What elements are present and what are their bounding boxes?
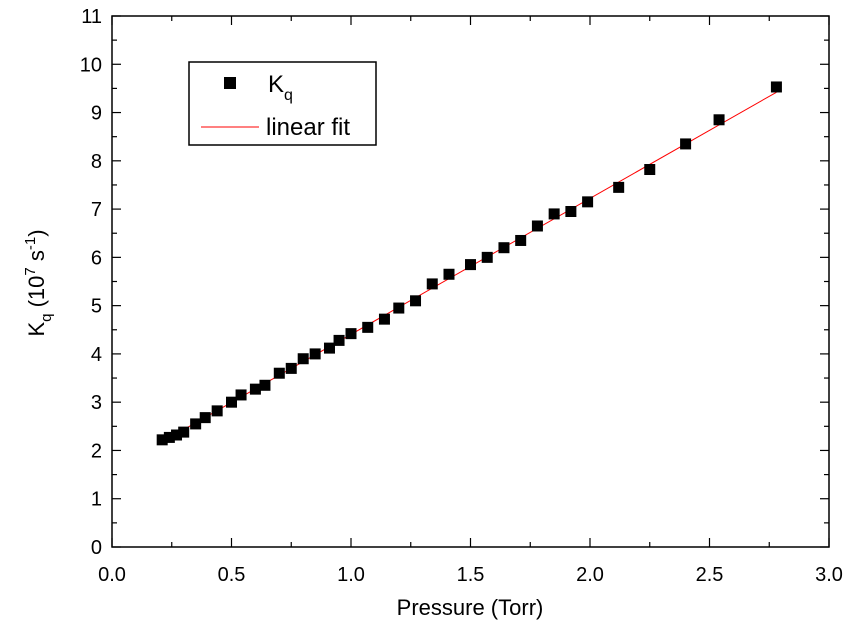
data-point [171,429,183,441]
data-point [443,268,455,280]
data-point [378,313,390,325]
y-tick-label: 9 [91,103,102,125]
data-point [582,196,594,208]
data-point [465,259,476,271]
data-point [156,434,168,446]
data-point [393,302,405,314]
scatter-points-layer [156,81,782,446]
data-point [273,367,285,379]
legend-label-linear-fit: linear fit [266,114,350,141]
y-tick-label: 3 [91,392,102,414]
data-point [323,342,335,354]
legend-marker-kq [224,77,236,89]
legend-box [188,61,377,146]
data-point [285,362,297,374]
data-point [644,164,656,176]
data-point [362,321,374,333]
y-tick-label: 2 [91,440,102,462]
data-point [345,328,357,340]
data-point [163,431,175,443]
y-axis-title-exp: 7 [22,267,39,275]
y-tick-label: 8 [91,151,102,173]
x-tick-label: 0.5 [218,564,246,586]
x-tick-label: 2.0 [576,564,604,586]
x-tick-label: 2.5 [696,564,724,586]
x-tick-label: 3.0 [815,564,843,586]
y-axis-title-unit: s [24,250,49,267]
data-point [199,412,211,424]
y-axis-title-open: (10 [24,276,49,314]
data-point [259,379,271,391]
y-tick-label: 4 [91,344,102,366]
data-point [235,389,247,401]
data-point [226,396,237,408]
data-point [211,405,223,417]
data-point [565,206,577,218]
y-axis-title-close: ) [24,229,49,236]
legend-label-kq: Kq [268,71,293,104]
y-axis-ticks: 0 1 2 3 4 5 6 7 8 9 10 11 [80,6,829,559]
data-point [309,348,321,360]
y-tick-label: 1 [91,489,102,511]
data-point [515,234,527,246]
y-axis-title-sub: q [38,314,55,322]
data-point [333,334,345,346]
legend-label-kq-sub: q [284,87,293,104]
data-point [613,181,625,193]
y-tick-label: 6 [91,247,102,269]
data-point [548,208,560,220]
x-axis-ticks: 0.0 0.5 1.0 1.5 2.0 2.5 3.0 [98,16,843,586]
data-point [410,295,422,307]
data-point [178,426,190,438]
data-point [426,278,438,290]
y-tick-label: 7 [91,199,102,221]
data-point [498,242,510,254]
y-tick-label: 5 [91,296,102,318]
y-tick-label: 11 [81,6,102,28]
y-tick-label: 0 [91,537,102,559]
data-point [481,251,493,263]
y-axis-title: Kq (107 s-1) [22,229,55,336]
data-point [770,81,782,93]
x-tick-label: 1.0 [337,564,365,586]
data-point [249,383,261,395]
y-tick-label: 10 [80,54,102,76]
x-axis-title: Pressure (Torr) [397,595,544,620]
x-tick-label: 0.0 [98,564,126,586]
y-axis-title-base: K [24,322,49,337]
data-point [680,138,692,150]
legend-label-kq-base: K [268,71,284,98]
legend: Kq linear fit [188,61,377,146]
data-point [297,353,309,365]
x-tick-label: 1.5 [457,564,485,586]
data-point [531,220,543,232]
y-axis-title-unit-exp: -1 [22,237,39,250]
data-point [190,418,202,430]
data-point [713,114,725,126]
